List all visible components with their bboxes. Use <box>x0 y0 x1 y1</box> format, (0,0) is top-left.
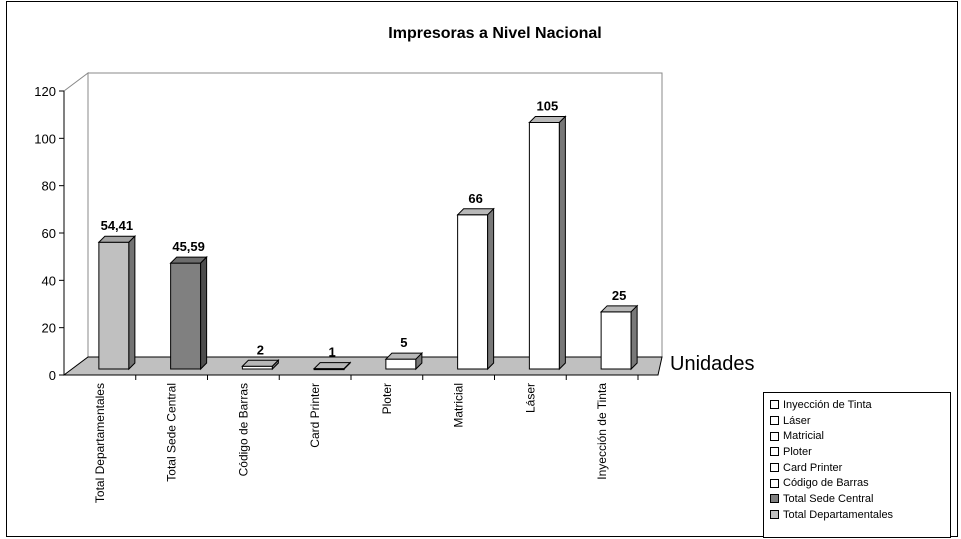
legend-item: Total Sede Central <box>770 491 950 507</box>
data-label: 66 <box>468 191 482 206</box>
x-tick-label: Láser <box>523 383 537 413</box>
side-wall <box>63 72 89 376</box>
chart-floor <box>62 356 663 376</box>
y-tick-label: 80 <box>42 179 56 194</box>
data-label: 105 <box>537 99 559 114</box>
legend-label: Total Sede Central <box>783 492 874 505</box>
bar-side-5 <box>487 207 495 371</box>
legend-item: Láser <box>770 413 950 429</box>
legend: Inyección de Tinta Láser Matricial Ploter Ca… <box>763 392 951 538</box>
legend-item: Card Printer <box>770 460 950 476</box>
legend-swatch <box>770 447 779 457</box>
legend-item: Total Departamentales <box>770 507 950 523</box>
y-tick-label: 60 <box>42 226 56 241</box>
data-label: 25 <box>612 288 626 303</box>
chart-walls <box>62 72 663 376</box>
bar-1 <box>170 262 202 370</box>
legend-item: Inyección de Tinta <box>770 397 950 413</box>
x-tick-label: Matricial <box>452 383 466 428</box>
data-label: 1 <box>329 345 336 360</box>
legend-swatch <box>770 510 779 520</box>
y-tick-label: 100 <box>34 131 56 146</box>
chart-labels: 54,41 Total Departamentales 45,59 Total Sed… <box>93 99 626 504</box>
x-tick-label: Total Departamentales <box>93 383 107 503</box>
data-label: 2 <box>257 342 264 357</box>
legend-item: Código de Barras <box>770 475 950 491</box>
bar-side-3 <box>343 361 351 371</box>
y-tick-label: 20 <box>42 321 56 336</box>
x-tick-label: Inyección de Tinta <box>595 383 609 480</box>
legend-label: Código de Barras <box>783 477 869 490</box>
x-tick-label: Card Printer <box>308 383 322 448</box>
legend-label: Láser <box>783 414 811 427</box>
chart-axes: 0 20 40 60 80 100 120 <box>34 84 658 383</box>
bar-side-2 <box>271 359 279 371</box>
data-label: 5 <box>400 335 407 350</box>
x-tick-label: Ploter <box>380 383 394 414</box>
legend-label: Total Departamentales <box>783 508 894 521</box>
bar-6 <box>528 122 560 370</box>
legend-label: Matricial <box>783 430 824 443</box>
legend-label: Card Printer <box>783 461 843 474</box>
legend-items: Inyección de Tinta Láser Matricial Ploter Ca… <box>770 397 950 523</box>
legend-swatch <box>770 400 779 410</box>
y-tick-label: 120 <box>34 84 56 99</box>
data-label: 45,59 <box>172 239 205 254</box>
bar-side-1 <box>200 255 208 371</box>
legend-label: Ploter <box>783 445 812 458</box>
y-tick-label: 40 <box>42 273 56 288</box>
series-axis-label: Unidades <box>670 353 755 375</box>
bar-side-7 <box>630 304 638 371</box>
legend-swatch <box>770 431 779 441</box>
legend-swatch <box>770 416 779 426</box>
bar-5 <box>457 214 489 370</box>
bar-side-0 <box>128 235 136 371</box>
legend-swatch <box>770 463 779 473</box>
chart-title: Impresoras a Nivel Nacional <box>388 25 601 42</box>
bar-7 <box>600 311 632 370</box>
chart-bars <box>97 115 639 371</box>
y-tick-label: 0 <box>49 368 56 383</box>
back-wall <box>87 72 663 357</box>
x-tick-label: Total Sede Central <box>165 383 179 482</box>
legend-swatch <box>770 478 779 488</box>
legend-item: Matricial <box>770 428 950 444</box>
bar-4 <box>385 358 417 370</box>
legend-label: Inyección de Tinta <box>783 398 872 411</box>
legend-item: Ploter <box>770 444 950 460</box>
bar-0 <box>98 241 130 370</box>
bar-side-6 <box>558 115 566 371</box>
bar-side-4 <box>415 351 423 371</box>
data-label: 54,41 <box>101 218 134 233</box>
legend-swatch <box>770 494 779 504</box>
x-tick-label: Código de Barras <box>236 383 250 476</box>
